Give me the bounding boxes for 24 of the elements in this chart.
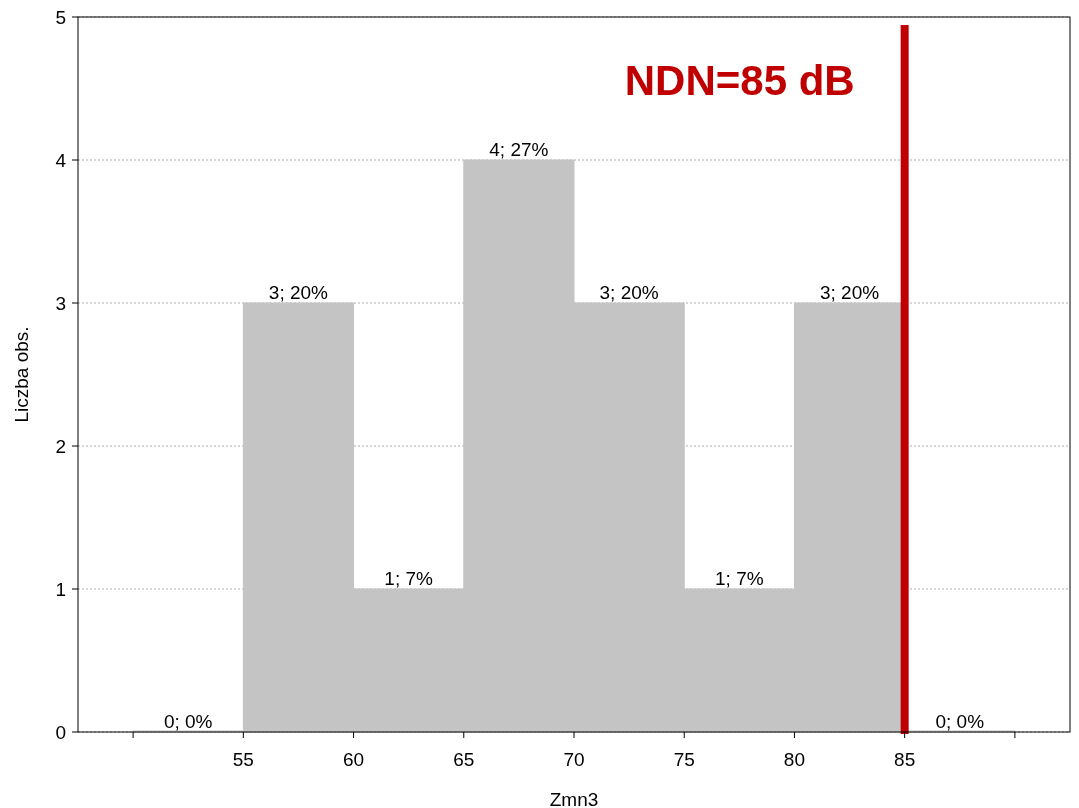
data-label: 3; 20% [599, 282, 659, 303]
x-tick-label: 60 [342, 749, 365, 770]
data-label: 3; 20% [268, 282, 329, 303]
data-label: 1; 7% [715, 568, 764, 589]
x-tick-label: 55 [232, 749, 254, 770]
y-tick-label: 1 [55, 578, 66, 600]
data-label: 3; 20% [819, 282, 880, 303]
data-label: 4; 27% [489, 139, 549, 160]
x-axis-title: Zmn3 [549, 789, 599, 808]
x-tick-label: 65 [453, 749, 475, 770]
data-label: 0; 0% [935, 711, 985, 732]
x-tick-label: 85 [894, 749, 916, 770]
x-tick-label: 80 [783, 749, 806, 770]
ref-line-label: NDN=85 dB [624, 57, 855, 104]
y-tick-label: 3 [55, 292, 66, 314]
y-tick-label: 0 [55, 721, 66, 743]
x-tick-label: 75 [673, 749, 695, 770]
x-tick-label: 70 [563, 749, 585, 770]
y-tick-label: 4 [55, 149, 67, 171]
data-label: 0; 0% [163, 711, 213, 732]
data-label: 1; 7% [384, 568, 434, 589]
y-axis-title: Liczba obs. [11, 326, 32, 423]
y-tick-label: 5 [55, 6, 66, 28]
y-tick-label: 2 [55, 435, 66, 457]
